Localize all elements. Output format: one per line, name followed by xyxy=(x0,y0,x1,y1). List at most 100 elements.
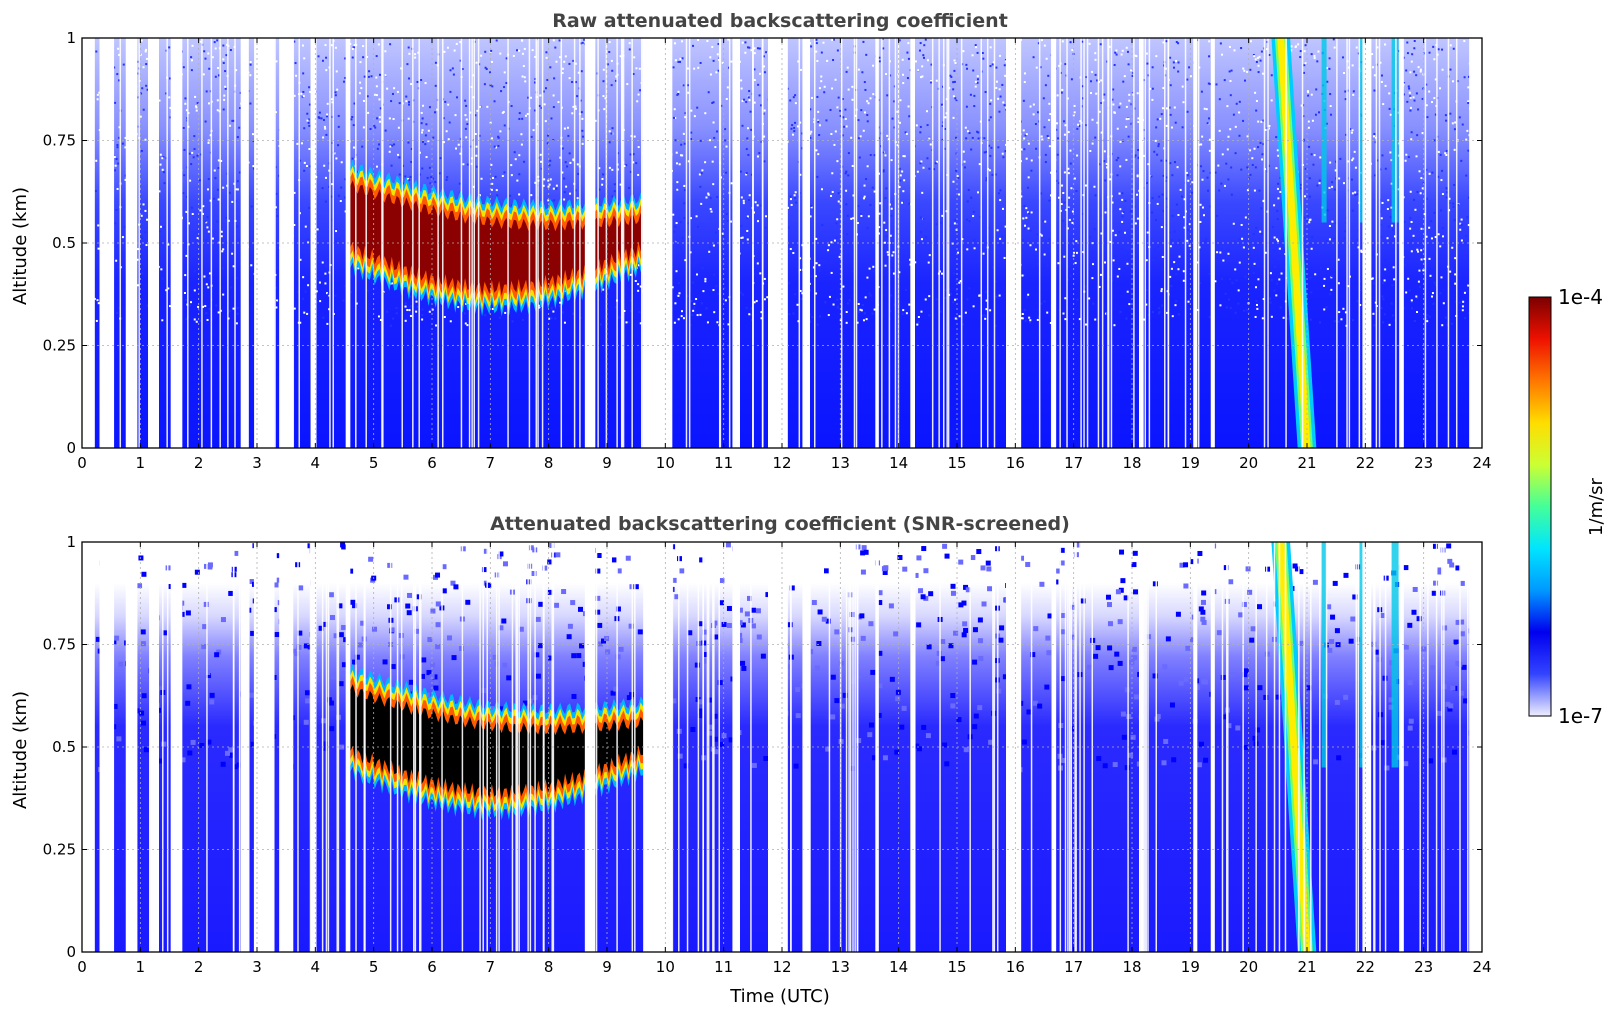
gap-column xyxy=(119,38,122,448)
gap-column xyxy=(240,542,249,952)
gap-column xyxy=(775,542,778,952)
x-tick-label: 10 xyxy=(656,454,675,472)
gap-column xyxy=(855,38,858,448)
gap-column xyxy=(99,542,115,952)
gap-column xyxy=(88,542,91,952)
y-tick-label: 0.5 xyxy=(52,234,76,252)
gap-column xyxy=(1375,38,1378,448)
gap-column xyxy=(310,38,313,448)
x-tick-label: 7 xyxy=(486,454,496,472)
gap-column xyxy=(1303,542,1305,952)
colorbar: 1e-4 1e-7 1/m/sr xyxy=(1528,285,1607,728)
gap-column xyxy=(980,38,983,448)
gap-column xyxy=(732,542,740,952)
x-tick-label: 17 xyxy=(1064,958,1083,976)
x-tick-label: 17 xyxy=(1064,454,1083,472)
gap-column xyxy=(993,542,996,952)
gap-column xyxy=(1255,542,1257,952)
gap-column xyxy=(888,38,891,448)
gap-column xyxy=(584,542,596,952)
x-tick-label: 5 xyxy=(369,454,379,472)
gap-column xyxy=(528,38,531,448)
y-tick-label: 1 xyxy=(66,533,76,551)
gap-column xyxy=(1144,38,1147,448)
gap-column xyxy=(728,38,731,448)
gap-column xyxy=(798,38,801,448)
x-tick-label: 14 xyxy=(889,454,908,472)
x-tick-label: 21 xyxy=(1297,958,1316,976)
x-tick-label: 14 xyxy=(889,958,908,976)
x-tick-label: 6 xyxy=(427,958,437,976)
gap-column xyxy=(938,38,940,448)
gap-column xyxy=(1263,38,1266,448)
gap-column xyxy=(138,38,140,448)
gap-column xyxy=(309,542,312,952)
axes: 0 1 2 3 4 5 6 7 8 9 10 11 12 13 14 15 16 17 18 19 20 21 22 23 24… xyxy=(43,533,1492,976)
gap-column xyxy=(201,38,203,448)
gap-column xyxy=(1419,542,1421,952)
gap-column xyxy=(1148,38,1151,448)
gap-column xyxy=(1336,38,1338,448)
gap-column xyxy=(1110,38,1113,448)
x-tick-label: 19 xyxy=(1181,454,1200,472)
colorbar-gradient xyxy=(1528,296,1552,717)
x-tick-label: 0 xyxy=(77,958,87,976)
gap-column xyxy=(240,38,249,448)
gap-column xyxy=(813,38,816,448)
gap-column xyxy=(1064,542,1067,952)
x-tick-label: 9 xyxy=(602,958,612,976)
gap-column xyxy=(1374,542,1376,952)
gap-column xyxy=(400,542,403,952)
gap-column xyxy=(515,542,517,952)
x-tick-label: 0 xyxy=(77,454,87,472)
gap-column xyxy=(206,542,208,952)
gap-column xyxy=(1319,542,1321,952)
gap-column xyxy=(365,38,367,448)
x-tick-label: 2 xyxy=(194,958,204,976)
gap-column xyxy=(1365,542,1367,952)
x-axis-label: Time (UTC) xyxy=(729,986,830,1007)
gap-column xyxy=(718,542,721,952)
gap-column xyxy=(1074,542,1076,952)
gap-column xyxy=(848,542,850,952)
x-tick-label: 11 xyxy=(714,958,733,976)
x-tick-label: 23 xyxy=(1414,958,1433,976)
gap-column xyxy=(1369,38,1372,448)
gap-column xyxy=(1070,542,1073,952)
gap-column xyxy=(960,38,963,448)
x-tick-label: 12 xyxy=(772,958,791,976)
x-tick-label: 4 xyxy=(311,454,321,472)
gap-column xyxy=(419,542,421,952)
gap-column xyxy=(363,542,365,952)
gap-column xyxy=(418,38,420,448)
y-tick-label: 0.75 xyxy=(43,636,76,654)
gap-column xyxy=(845,542,848,952)
gap-column xyxy=(1285,38,1287,448)
colorbar-max-label: 1e-4 xyxy=(1558,285,1603,309)
gap-column xyxy=(1473,542,1475,952)
gap-column xyxy=(1038,38,1041,448)
gap-column xyxy=(99,38,115,448)
gap-column xyxy=(1325,542,1328,952)
gap-column xyxy=(355,542,357,952)
colorbar-units-label: 1/m/sr xyxy=(1586,477,1607,535)
grid xyxy=(81,37,1483,449)
x-tick-label: 13 xyxy=(831,454,850,472)
gap-column xyxy=(329,38,331,448)
gap-column xyxy=(364,542,366,952)
gap-column xyxy=(298,38,300,448)
gap-column xyxy=(149,38,159,448)
gap-column xyxy=(894,38,897,448)
x-tick-label: 11 xyxy=(714,454,733,472)
gap-column xyxy=(219,38,221,448)
gap-column xyxy=(1193,38,1198,448)
gap-column xyxy=(659,38,662,448)
gap-column xyxy=(325,542,328,952)
gap-column xyxy=(1435,542,1438,952)
gap-column xyxy=(535,38,538,448)
gap-column xyxy=(534,542,536,952)
gap-column xyxy=(170,38,183,448)
gap-column xyxy=(460,38,463,448)
gap-column xyxy=(125,38,138,448)
x-tick-label: 20 xyxy=(1239,958,1258,976)
